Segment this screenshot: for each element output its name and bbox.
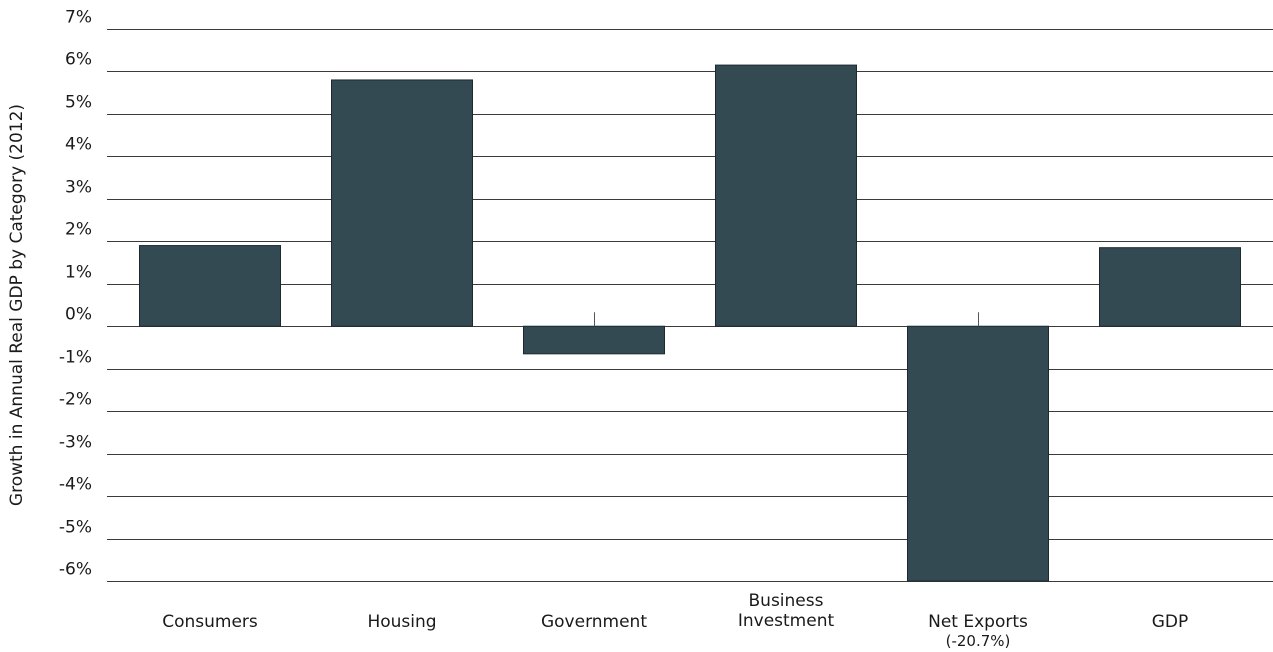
y-tick-label: 3%: [65, 178, 92, 198]
y-axis-title: Growth in Annual Real GDP by Category (2…: [7, 104, 27, 506]
bar: [139, 245, 281, 327]
x-category-note: (-20.7%): [946, 632, 1011, 650]
y-tick-label: -2%: [59, 390, 92, 410]
y-tick-label: -6%: [59, 560, 92, 580]
x-category-label: Net Exports: [928, 612, 1028, 632]
x-category-label: Investment: [738, 611, 835, 631]
y-tick-label: 7%: [65, 8, 92, 28]
y-tick-label: -4%: [59, 475, 92, 495]
y-tick-label: 5%: [65, 93, 92, 113]
bar: [715, 64, 857, 327]
y-tick-label: 6%: [65, 50, 92, 70]
y-tick-label: 4%: [65, 135, 92, 155]
gridlines: [107, 29, 1273, 582]
x-category-label: Government: [541, 612, 647, 632]
x-category-label: Consumers: [162, 612, 258, 632]
y-tick-label: -3%: [59, 433, 92, 453]
bars: [139, 64, 1241, 582]
bar: [907, 325, 1049, 582]
bar: [1099, 247, 1241, 327]
x-category-label: Business: [749, 591, 824, 611]
x-axis-category-labels: Consumers Housing Government BusinessInvest…: [162, 591, 1188, 650]
y-axis-tick-labels: 7% 6% 5% 4% 3% 2% 1% 0% -1% -2% -3% -4% -5% -6%: [59, 8, 92, 580]
y-tick-label: 2%: [65, 220, 92, 240]
y-tick-label: 0%: [65, 305, 92, 325]
y-tick-label: 1%: [65, 263, 92, 283]
bar: [331, 79, 473, 327]
bar: [523, 325, 665, 355]
y-tick-label: -5%: [59, 518, 92, 538]
x-category-label: Housing: [367, 612, 436, 632]
y-tick-label: -1%: [59, 348, 92, 368]
x-category-label: GDP: [1152, 612, 1189, 632]
